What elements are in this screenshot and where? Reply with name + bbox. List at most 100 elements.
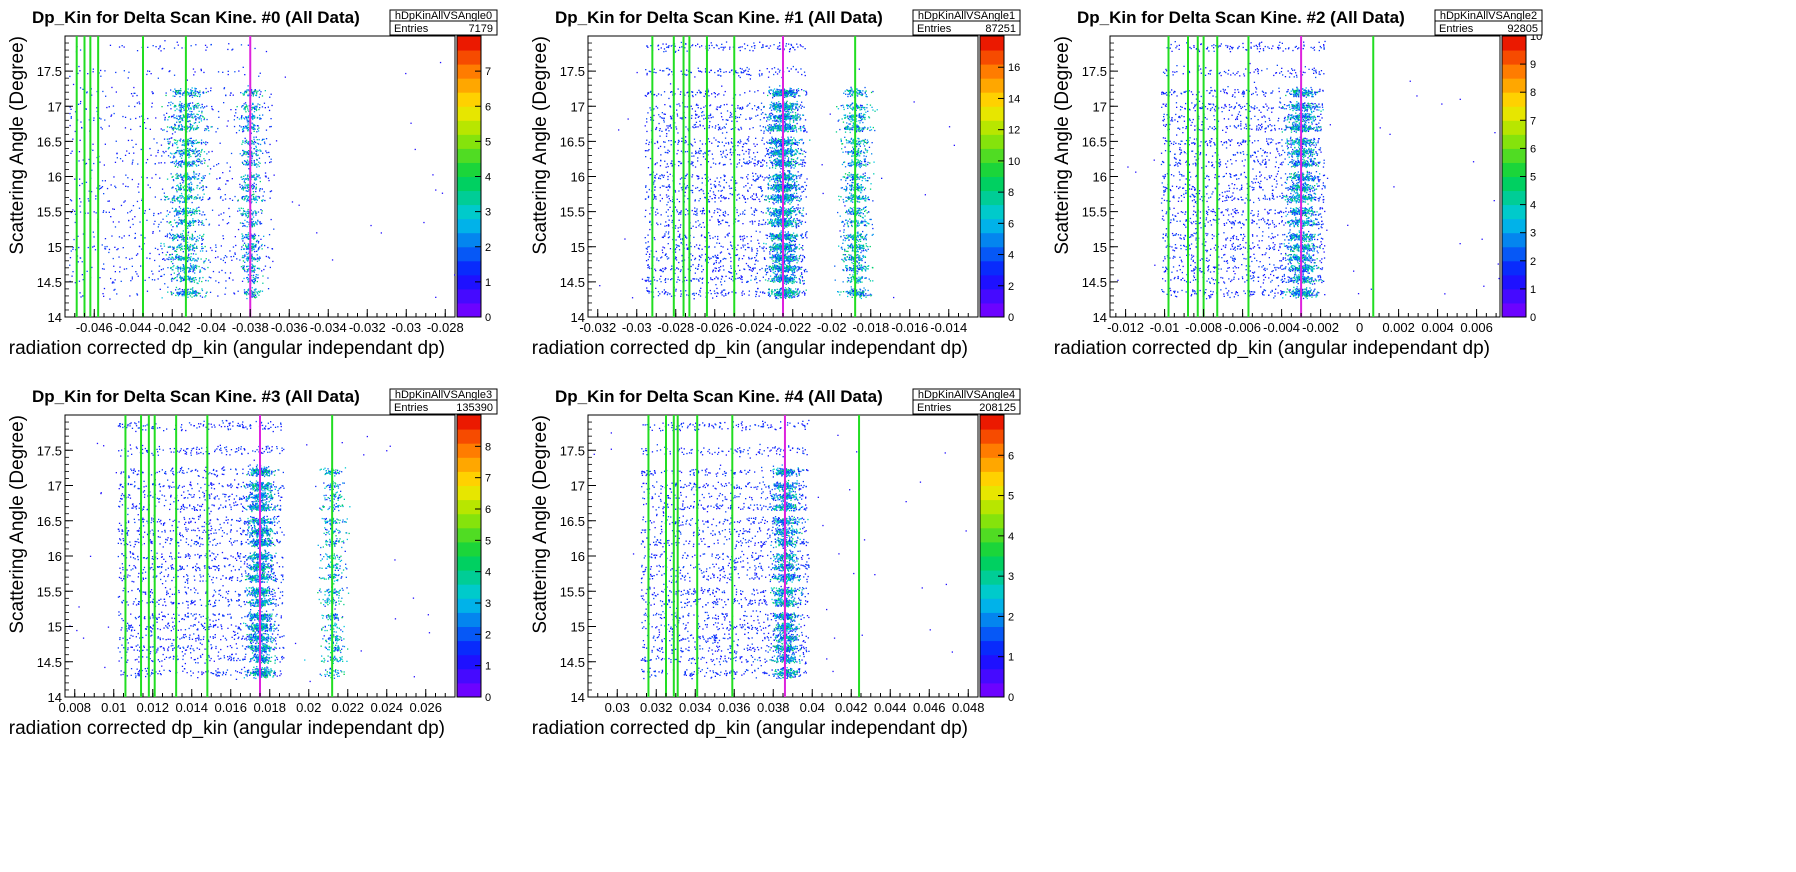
data-point [181,248,182,249]
data-point [246,140,247,141]
data-point [750,270,751,271]
data-point [111,184,112,185]
data-point [202,190,203,191]
data-point [299,205,300,206]
data-point [179,206,180,207]
data-point [669,198,670,199]
data-point [153,215,154,216]
data-point [692,126,693,127]
data-point [736,121,737,122]
data-point [654,239,655,240]
data-point [132,219,133,220]
data-point [750,221,751,222]
data-point [239,259,240,260]
data-point [70,153,71,154]
data-point [740,114,741,115]
data-point [676,282,677,283]
data-point [134,216,135,217]
data-point [145,128,146,129]
data-point [176,292,177,293]
data-point [262,106,263,107]
data-point [755,138,756,139]
data-point [200,269,201,270]
data-point [669,69,670,70]
data-point [248,187,249,188]
data-point [193,173,194,174]
data-point [647,265,648,266]
data-point [169,127,170,128]
data-point [253,257,254,258]
data-point [181,220,182,221]
data-point [132,277,133,278]
data-point [243,153,244,154]
data-point [241,115,242,116]
data-point [193,245,194,246]
data-point [248,244,249,245]
data-point [195,254,196,255]
data-point [262,275,263,276]
y-tick-label: 15.5 [37,205,62,220]
data-point [685,214,686,215]
data-point [762,112,763,113]
data-point [721,113,722,114]
data-point [717,109,718,110]
data-point [127,177,128,178]
data-point [217,295,218,296]
data-point [164,152,165,153]
data-point [680,178,681,179]
data-point [788,44,789,45]
data-point [669,207,670,208]
data-point [201,69,202,70]
data-point [248,270,249,271]
data-point [178,267,179,268]
data-point [255,297,256,298]
data-point [709,141,710,142]
data-point [187,143,188,144]
data-point [229,170,230,171]
data-point [766,248,767,249]
data-point [197,236,198,237]
data-point [180,271,181,272]
data-point [759,74,760,75]
data-point [245,108,246,109]
data-point [748,140,749,141]
data-point [174,278,175,279]
data-point [804,283,805,284]
data-point [720,281,721,282]
data-point [442,193,443,194]
data-point [158,278,159,279]
data-point [248,95,249,96]
data-point [246,247,247,248]
data-point [454,274,455,275]
data-point [740,108,741,109]
data-point [187,141,188,142]
data-point [727,249,728,250]
data-point [744,245,745,246]
data-point [160,50,161,51]
data-point [801,102,802,103]
data-point [687,106,688,107]
data-point [193,209,194,210]
data-point [796,218,797,219]
data-point [192,287,193,288]
data-point [797,46,798,47]
data-point [648,281,649,282]
data-point [158,224,159,225]
data-point [230,272,231,273]
data-point [242,187,243,188]
data-point [679,235,680,236]
data-point [763,126,764,127]
data-point [145,210,146,211]
data-point [82,89,83,90]
data-point [761,74,762,75]
data-point [723,49,724,50]
data-point [179,140,180,141]
data-point [678,262,679,263]
data-point [172,133,173,134]
data-point [114,113,115,114]
data-point [712,126,713,127]
data-point [254,249,255,250]
data-point [228,222,229,223]
data-point [206,47,207,48]
data-point [247,236,248,237]
